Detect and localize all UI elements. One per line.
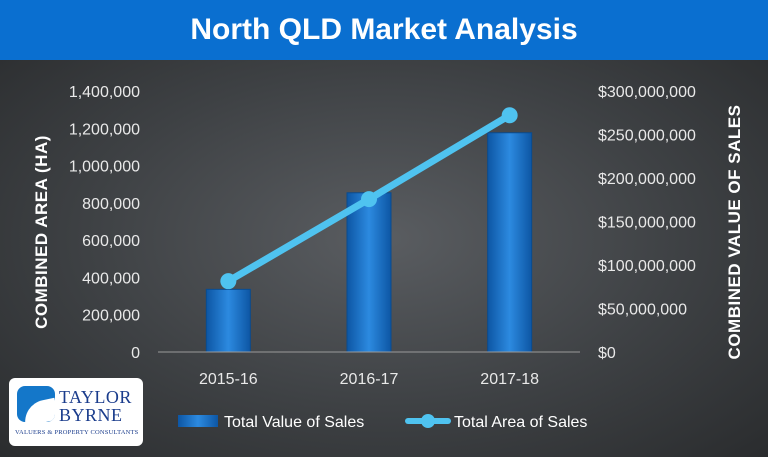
line-series <box>220 107 518 290</box>
company-logo: TAYLOR BYRNE VALUERS & PROPERTY CONSULTA… <box>9 378 143 446</box>
bar <box>205 288 251 353</box>
line-point <box>501 107 518 124</box>
category-label: 2017-18 <box>480 371 539 388</box>
category-label: 2016-17 <box>340 371 399 388</box>
right-tick-label: $300,000,000 <box>598 84 696 101</box>
legend-line-marker <box>421 414 435 428</box>
logo-mark-icon <box>17 386 55 422</box>
category-label: 2015-16 <box>199 371 258 388</box>
left-tick-label: 400,000 <box>82 270 140 287</box>
right-tick-label: $100,000,000 <box>598 258 696 275</box>
left-tick-label: 200,000 <box>82 308 140 325</box>
left-tick-label: 1,000,000 <box>69 159 140 176</box>
bar <box>487 132 533 353</box>
left-tick-label: 600,000 <box>82 233 140 250</box>
right-tick-label: $250,000,000 <box>598 128 696 145</box>
right-axis-title: COMBINED VALUE OF SALES <box>725 105 744 360</box>
logo-line-2: BYRNE <box>59 405 123 425</box>
left-tick-label: 1,200,000 <box>69 121 140 138</box>
right-tick-label: $0 <box>598 345 616 362</box>
bar <box>346 192 392 353</box>
combo-chart: 0 200,000 400,000 600,000 800,000 1,000,000 1,… <box>32 84 744 431</box>
legend-bar-label: Total Value of Sales <box>224 414 364 431</box>
logo-tagline: VALUERS & PROPERTY CONSULTANTS <box>15 429 139 436</box>
logo-line-1: TAYLOR <box>59 387 132 407</box>
left-tick-label: 0 <box>131 345 140 362</box>
legend-bar-swatch <box>178 415 218 427</box>
right-tick-label: $50,000,000 <box>598 302 687 319</box>
right-tick-label: $150,000,000 <box>598 215 696 232</box>
left-tick-label: 800,000 <box>82 196 140 213</box>
right-axis-ticks: $0 $50,000,000 $100,000,000 $150,000,000 $20… <box>598 84 696 362</box>
legend-line-label: Total Area of Sales <box>454 414 587 431</box>
chart-title: North QLD Market Analysis <box>190 13 578 46</box>
right-tick-label: $200,000,000 <box>598 171 696 188</box>
title-bar: North QLD Market Analysis <box>0 0 768 60</box>
left-axis-ticks: 0 200,000 400,000 600,000 800,000 1,000,000 1,… <box>69 84 140 362</box>
left-axis-title: COMBINED AREA (HA) <box>32 135 51 329</box>
line-point <box>220 273 237 290</box>
category-labels: 2015-16 2016-17 2017-18 <box>199 371 539 388</box>
line-point <box>361 191 377 208</box>
bar-series <box>205 132 533 353</box>
left-tick-label: 1,400,000 <box>69 84 140 101</box>
legend: Total Value of Sales Total Area of Sales <box>178 414 587 431</box>
